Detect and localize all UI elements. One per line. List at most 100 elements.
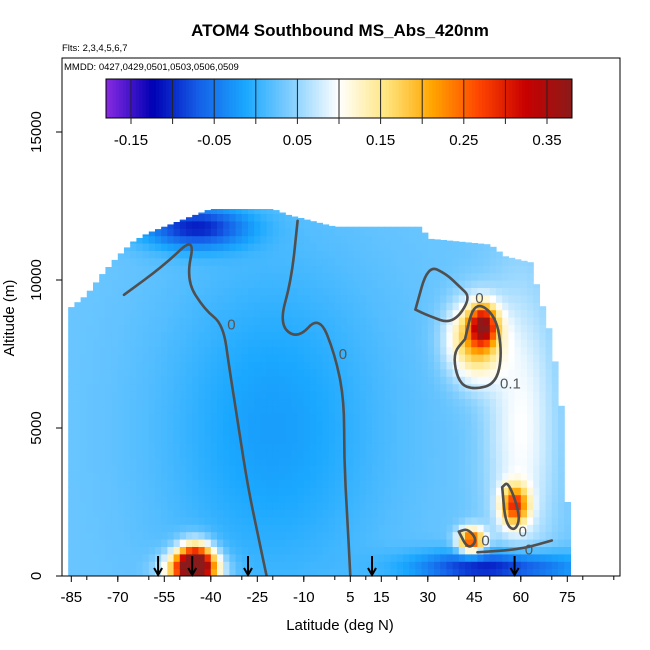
heatmap-cell [229,479,237,488]
heatmap-cell [502,539,509,547]
heatmap-cell [483,494,491,503]
heatmap-cell [68,502,75,510]
heatmap-cell [403,487,410,496]
heatmap-cell [148,243,156,251]
heatmap-cell [161,561,168,570]
heatmap-cell [316,243,323,251]
heatmap-cell [409,280,416,288]
heatmap-cell [124,250,131,259]
heatmap-cell [229,450,237,459]
heatmap-cell [198,376,206,385]
heatmap-cell [496,317,503,325]
heatmap-cell [210,257,218,266]
heatmap-cell [223,442,230,451]
heatmap-cell [173,428,181,436]
heatmap-cell [545,361,553,370]
heatmap-cell [260,294,268,303]
heatmap-cell [229,324,237,333]
heatmap-cell [452,465,460,473]
heatmap-cell [365,413,373,422]
heatmap-cell [390,339,398,348]
heatmap-cell [291,457,299,466]
heatmap-cell [551,472,559,481]
heatmap-cell [279,568,286,576]
heatmap-cell [136,465,144,473]
heatmap-cell [328,539,336,547]
heatmap-cell [130,546,137,555]
chart-title: ATOM4 Southbound MS_Abs_420nm [191,21,489,40]
heatmap-cell [303,531,311,540]
heatmap-cell [229,457,237,466]
heatmap-cell [471,442,478,451]
heatmap-cell [161,302,168,311]
heatmap-cell [322,391,330,399]
heatmap-cell [334,235,342,244]
heatmap-cell [186,405,193,414]
heatmap-cell [179,339,187,348]
heatmap-cell [111,516,119,525]
colorbar-segment [475,79,480,118]
heatmap-cell [403,442,410,451]
heatmap-cell [86,317,94,325]
heatmap-cell [440,539,447,547]
heatmap-cell [409,398,416,407]
heatmap-cell [74,354,82,362]
heatmap-cell [533,553,540,562]
heatmap-cell [248,524,255,533]
heatmap-cell [341,509,348,518]
heatmap-cell [248,354,255,362]
heatmap-cell [365,561,373,570]
heatmap-cell [421,465,429,473]
heatmap-cell [198,383,206,392]
heatmap-cell [272,465,280,473]
heatmap-cell [496,457,503,466]
heatmap-cell [285,420,292,429]
heatmap-cell [328,413,336,422]
heatmap-cell [229,561,237,570]
heatmap-cell [384,398,392,407]
heatmap-cell [545,339,553,348]
heatmap-cell [272,228,280,237]
heatmap-cell [483,265,491,274]
heatmap-cell [434,257,441,266]
heatmap-cell [322,531,330,540]
heatmap-cell [161,361,168,370]
heatmap-cell [68,405,75,414]
heatmap-cell [465,435,472,444]
heatmap-cell [260,405,268,414]
heatmap-cell [285,361,292,370]
heatmap-cell [260,413,268,422]
heatmap-cell [396,257,404,266]
heatmap-cell [272,561,280,570]
heatmap-cell [93,524,100,533]
heatmap-cell [161,398,168,407]
heatmap-cell [334,561,342,570]
heatmap-cell [489,405,497,414]
flight-marker-arrow [509,556,520,578]
x-axis-title: Latitude (deg N) [286,617,394,634]
heatmap-cell [328,257,336,266]
heatmap-cell [186,516,193,525]
heatmap-cell [353,243,361,251]
heatmap-cell [248,331,255,340]
heatmap-cell [316,561,323,570]
heatmap-cell [254,442,261,451]
heatmap-cell [210,213,218,222]
heatmap-cell [359,502,367,510]
heatmap-cell [520,260,528,266]
heatmap-cell [471,346,478,355]
heatmap-cell [396,339,404,348]
heatmap-cell [68,428,75,436]
heatmap-cell [260,487,268,496]
heatmap-cell [279,420,286,429]
contour-line [453,304,502,390]
colorbar-segment [425,79,430,118]
heatmap-cell [427,243,435,251]
heatmap-cell [266,391,274,399]
heatmap-cell [396,383,404,392]
heatmap-cell [396,561,404,570]
heatmap-cell [384,494,392,503]
heatmap-cell [415,524,423,533]
heatmap-cell [316,546,323,555]
heatmap-cell [179,568,187,576]
